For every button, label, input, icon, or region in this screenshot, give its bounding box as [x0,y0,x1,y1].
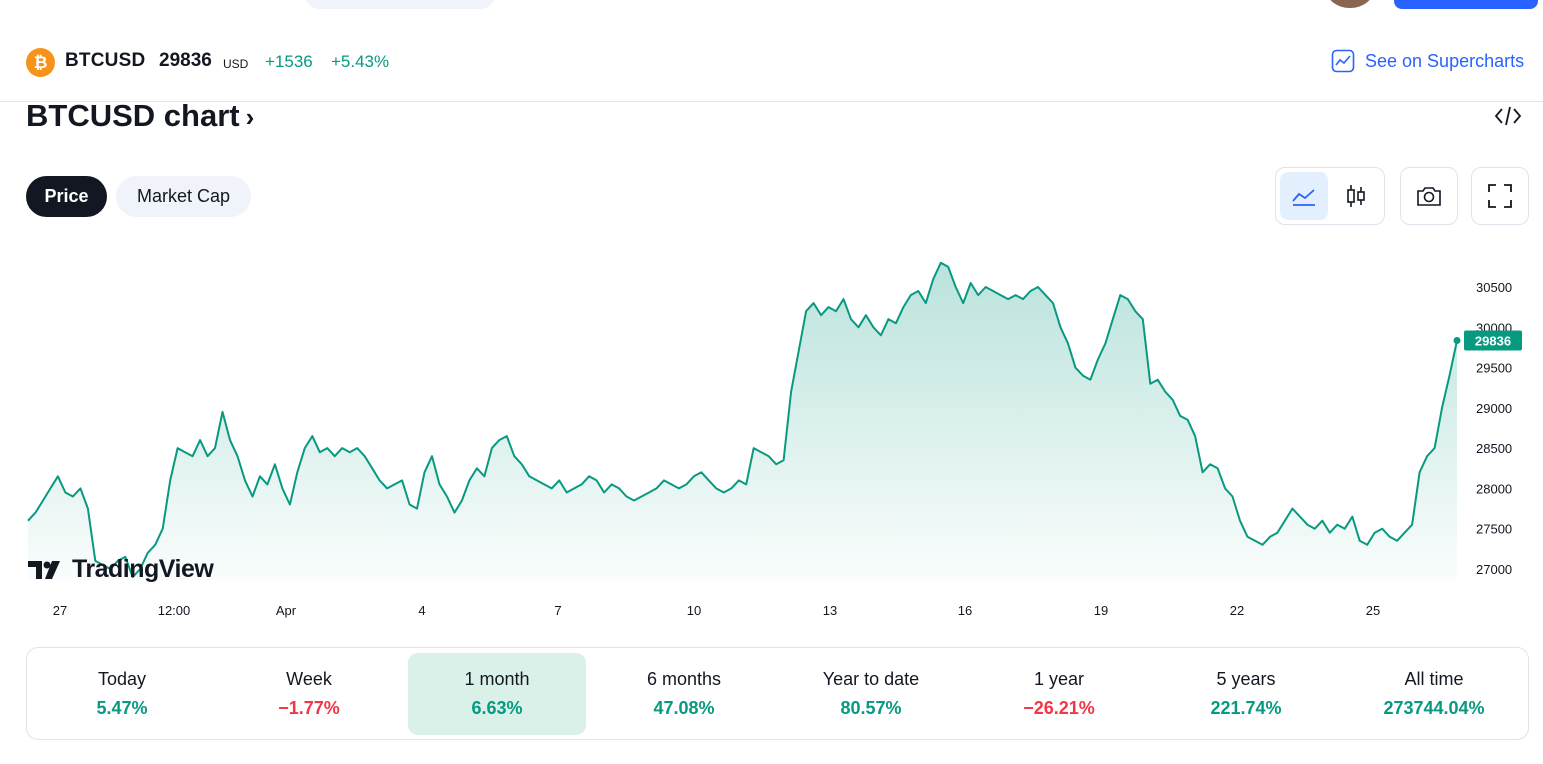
chart-title: BTCUSD chart [26,98,240,133]
area-chart-button[interactable] [1280,172,1328,220]
perf-label: Today [97,669,147,689]
tab-market-cap[interactable]: Market Cap [116,176,251,217]
fullscreen-icon [1488,184,1512,208]
snapshot-button[interactable] [1405,172,1453,220]
perf-1-year[interactable]: 1 year −26.21% [970,653,1148,735]
y-tick-label: 28500 [1476,441,1512,456]
top-cta-button[interactable] [1394,0,1538,9]
area-chart-icon [1292,189,1315,206]
symbol-header: ₿ BTCUSD 29836 USD +1536 +5.43% See on S… [0,38,1543,102]
x-tick-label: Apr [276,603,297,618]
x-tick-label: 25 [1366,603,1380,618]
perf-value: 5.47% [96,698,148,718]
fullscreen-group [1471,167,1529,225]
x-tick-label: 4 [418,603,425,618]
perf-value: 273744.04% [1383,698,1485,718]
last-price-badge [1464,330,1522,351]
perf-1-month[interactable]: 1 month 6.63% [408,653,586,735]
perf-label: Week [286,669,332,689]
symbol-price: 29836 [159,50,212,71]
perf-week[interactable]: Week −1.77% [220,653,398,735]
x-tick-label: 22 [1230,603,1244,618]
y-tick-label: 27500 [1476,522,1512,537]
y-tick-label: 29500 [1476,361,1512,376]
x-tick-label: 13 [823,603,837,618]
x-tick-label: 10 [687,603,701,618]
chart-line-icon [1331,49,1355,73]
perf-label: All time [1404,669,1464,689]
perf-label: Year to date [822,669,920,689]
x-tick-label: 19 [1094,603,1108,618]
perf-value: 6.63% [471,698,523,718]
chart-title-link[interactable]: BTCUSD chart › [26,98,254,134]
top-search-pill[interactable] [305,0,495,9]
watermark-text: TradingView [72,555,214,583]
perf-label: 1 month [464,669,530,689]
perf-label: 1 year [1033,669,1085,689]
x-tick-label: 16 [958,603,972,618]
perf-year-to-date[interactable]: Year to date 80.57% [782,653,960,735]
perf-6-months[interactable]: 6 months 47.08% [595,653,773,735]
chart-type-group [1275,167,1385,225]
last-price-label: 29836 [1475,333,1511,348]
price-chart[interactable]: 3050030000295002900028500280002750027000… [0,230,1543,630]
perf-value: 221.74% [1210,698,1282,718]
price-area-fill [28,262,1457,580]
symbol-change: +1536 [265,52,313,71]
bitcoin-logo-icon: ₿ [26,48,55,77]
snapshot-group [1400,167,1458,225]
candles-icon [1347,185,1365,207]
y-tick-label: 30500 [1476,280,1512,295]
y-tick-label: 28000 [1476,481,1512,496]
embed-code-icon[interactable] [1494,105,1522,127]
symbol-name: BTCUSD [65,50,146,71]
perf-5-years[interactable]: 5 years 221.74% [1157,653,1335,735]
see-on-supercharts-link[interactable]: See on Supercharts [1331,49,1524,73]
camera-icon [1417,187,1441,206]
performance-strip: Today 5.47% Week −1.77% 1 month 6.63% 6 … [26,647,1529,740]
perf-today[interactable]: Today 5.47% [33,653,211,735]
last-price-point [1453,336,1461,344]
fullscreen-button[interactable] [1476,172,1524,220]
chevron-right-icon: › [245,102,255,132]
tradingview-logo-icon [28,560,60,579]
y-tick-label: 27000 [1476,562,1512,577]
avatar[interactable] [1327,0,1373,8]
perf-value: 47.08% [653,698,715,718]
perf-all-time[interactable]: All time 273744.04% [1345,653,1523,735]
perf-value: −1.77% [278,698,340,718]
perf-label: 6 months [646,669,722,689]
symbol-currency: USD [223,57,249,71]
candles-button[interactable] [1332,172,1380,220]
x-tick-label: 12:00 [158,603,191,618]
perf-label: 5 years [1216,669,1276,689]
supercharts-label: See on Supercharts [1365,50,1525,71]
price-line [27,261,1458,579]
x-tick-label: 27 [53,603,67,618]
y-tick-label: 29000 [1476,401,1512,416]
tab-price[interactable]: Price [26,176,107,217]
perf-value: 80.57% [840,698,902,718]
x-tick-label: 7 [554,603,561,618]
symbol-change-percent: +5.43% [331,52,390,71]
perf-value: −26.21% [1023,698,1095,718]
tradingview-watermark: TradingView [28,555,214,584]
